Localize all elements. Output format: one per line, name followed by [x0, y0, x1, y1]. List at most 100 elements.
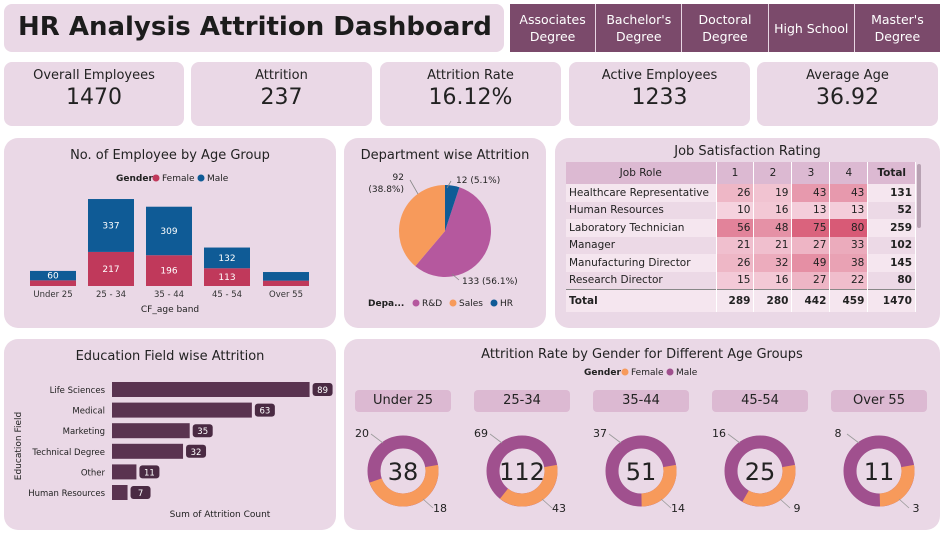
table-total-row: Total 289 280 442 459 1470 — [566, 288, 916, 312]
edu-category-label-5: Human Resources — [28, 489, 105, 499]
donut-0[interactable]: 38 20 18 — [355, 427, 447, 515]
slicer-associates-degree[interactable]: Associates Degree — [510, 4, 597, 52]
edu-bar-3[interactable] — [112, 443, 184, 459]
cell-rating-4: 33 — [829, 236, 869, 254]
donut-3[interactable]: 25 16 9 — [712, 427, 801, 515]
bar-female-1[interactable] — [88, 251, 134, 286]
col-total[interactable]: Total — [867, 162, 916, 184]
donut-female-arc[interactable] — [605, 435, 677, 507]
bar-male-3[interactable] — [204, 247, 250, 269]
pie-slice-rd[interactable] — [415, 187, 491, 277]
table-row[interactable]: Manufacturing Director 26 32 49 38 145 — [566, 254, 916, 272]
pie-leader-sales — [409, 179, 419, 195]
cell-rating-2: 21 — [753, 236, 793, 254]
slicer-doctoral-degree[interactable]: Doctoral Degree — [682, 4, 769, 52]
edu-bar-1[interactable] — [112, 402, 252, 418]
edu-bar-5[interactable] — [112, 485, 128, 500]
cell-rating-1: 56 — [716, 219, 755, 237]
table-row[interactable]: Research Director 15 16 27 22 80 — [566, 271, 916, 289]
job-sat-title: Job Satisfaction Rating — [674, 144, 821, 159]
donut-female-arc[interactable] — [486, 435, 558, 507]
edu-bar-4[interactable] — [112, 464, 137, 480]
bar-female-4[interactable] — [263, 280, 309, 286]
donut-female-arc[interactable] — [843, 435, 915, 507]
dept-legend-title: Depa... — [368, 299, 404, 309]
col-rating-2[interactable]: 2 — [753, 162, 793, 184]
cell-rating-4: 22 — [829, 271, 869, 289]
rd-legend-marker — [412, 299, 420, 307]
table-scrollbar[interactable] — [917, 164, 921, 228]
edu-category-label-3: Technical Degree — [31, 448, 105, 458]
slicer-high-school[interactable]: High School — [769, 4, 855, 52]
donut-female-count: 14 — [671, 502, 685, 515]
edu-bar-0[interactable] — [112, 382, 310, 397]
cell-rating-3: 13 — [791, 201, 831, 219]
pie-label-rd: 133 (56.1%) — [462, 277, 518, 287]
col-job-role[interactable]: Job Role — [566, 162, 717, 184]
donut-female-count: 9 — [794, 502, 801, 515]
donut-female-count: 3 — [913, 502, 920, 515]
bar-male-4[interactable] — [263, 272, 309, 281]
job-sat-table-wrap: Job Role 1 2 3 4 Total Healthcare Repres… — [566, 162, 916, 312]
bar-label-male-0: 60 — [47, 272, 59, 282]
cell-row-total: 145 — [867, 254, 916, 272]
male-legend-marker — [666, 368, 674, 376]
table-row[interactable]: Human Resources 10 16 13 13 52 — [566, 201, 916, 219]
bar-label-male-1: 337 — [102, 221, 119, 231]
edu-y-axis-label: Education Field — [14, 412, 24, 480]
bar-male-2[interactable] — [146, 206, 192, 256]
cell-rating-4: 38 — [829, 254, 869, 272]
edu-value-label-4: 11 — [144, 468, 155, 478]
x-tick-label-0: Under 25 — [33, 290, 72, 300]
table-row[interactable]: Laboratory Technician 56 48 75 80 259 — [566, 219, 916, 237]
cell-column-total-1: 280 — [753, 288, 793, 312]
cell-rating-3: 49 — [791, 254, 831, 272]
col-rating-1[interactable]: 1 — [716, 162, 755, 184]
bar-female-0[interactable] — [30, 280, 76, 286]
edu-category-label-4: Other — [81, 468, 106, 478]
cell-rating-4: 43 — [829, 184, 869, 202]
edu-bar-2[interactable] — [112, 423, 190, 439]
edu-category-label-0: Life Sciences — [50, 386, 106, 396]
female-legend-marker — [152, 174, 160, 182]
cell-row-total: 131 — [867, 184, 916, 202]
donut-1[interactable]: 112 69 43 — [474, 427, 566, 515]
table-row[interactable]: Healthcare Representative 26 19 43 43 131 — [566, 184, 916, 202]
edu-value-badge-5 — [130, 486, 151, 499]
cell-column-total-0: 289 — [716, 288, 755, 312]
cell-rating-2: 16 — [753, 271, 793, 289]
edu-chart-title: Education Field wise Attrition — [75, 349, 265, 364]
cell-rating-1: 26 — [716, 254, 755, 272]
page-title: HR Analysis Attrition Dashboard — [18, 12, 492, 42]
kpi-label: Average Age — [806, 68, 889, 83]
bar-male-0[interactable] — [30, 270, 76, 281]
slicer-bachelors-degree[interactable]: Bachelor's Degree — [596, 4, 683, 52]
age-pill-25-34: 25-34 — [474, 390, 570, 412]
cell-column-total-2: 442 — [791, 288, 831, 312]
bar-female-3[interactable] — [204, 268, 250, 286]
donut-4[interactable]: 11 8 3 — [835, 427, 920, 515]
education-slicer[interactable]: Associates Degree Bachelor's Degree Doct… — [510, 4, 940, 52]
age-legend-male: Male — [207, 174, 229, 184]
slicer-masters-degree[interactable]: Master's Degree — [871, 12, 924, 44]
gender-age-panel: Attrition Rate by Gender for Different A… — [344, 339, 940, 530]
col-rating-3[interactable]: 3 — [791, 162, 831, 184]
dept-chart-title: Department wise Attrition — [360, 148, 530, 163]
col-rating-4[interactable]: 4 — [829, 162, 869, 184]
bar-male-1[interactable] — [88, 199, 134, 252]
donut-female-arc[interactable] — [724, 435, 796, 507]
donut-2[interactable]: 51 37 14 — [593, 427, 685, 515]
bar-female-2[interactable] — [146, 255, 192, 286]
x-tick-label-4: Over 55 — [269, 290, 303, 300]
donut-male-count: 37 — [593, 427, 607, 440]
edu-x-axis-label: Sum of Attrition Count — [170, 510, 271, 520]
donut-total: 112 — [499, 458, 545, 486]
pie-slice-hr[interactable] — [445, 185, 460, 231]
table-header-row: Job Role 1 2 3 4 Total — [566, 162, 916, 184]
cell-row-total: 259 — [867, 219, 916, 237]
pie-slice-sales[interactable] — [399, 185, 445, 267]
table-row[interactable]: Manager 21 21 27 33 102 — [566, 236, 916, 254]
donut-leader-male — [489, 433, 503, 444]
donut-female-arc[interactable] — [367, 435, 439, 507]
donut-leader-male — [370, 433, 384, 444]
